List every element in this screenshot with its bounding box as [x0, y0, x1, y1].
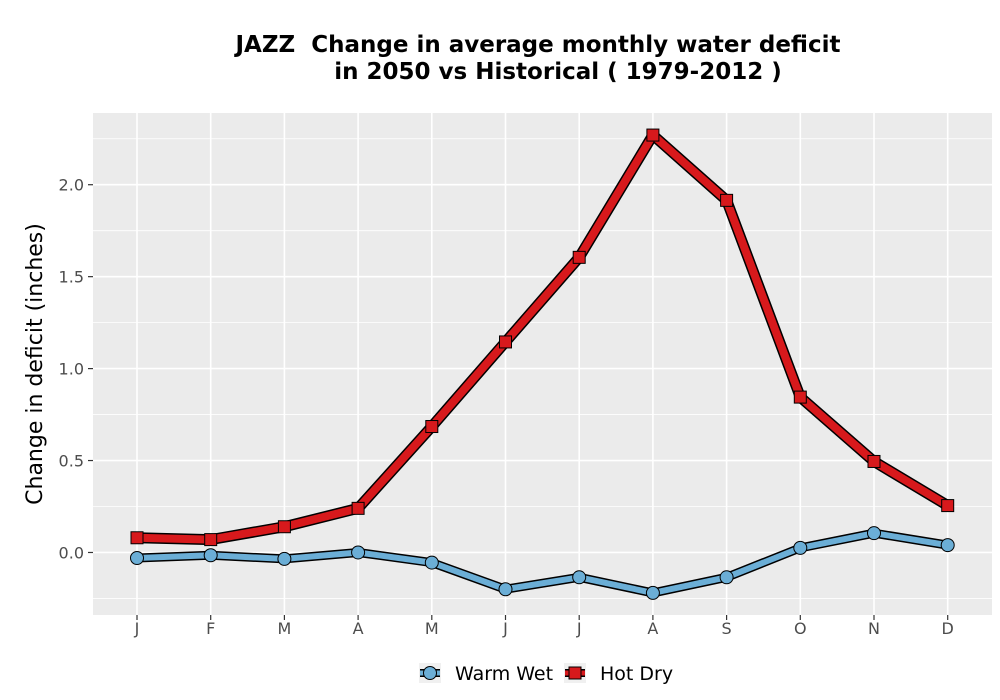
legend-label: Warm Wet — [455, 663, 553, 685]
x-tick-label: A — [353, 619, 364, 638]
legend: Warm Wet Hot Dry — [419, 663, 673, 685]
x-tick-label: J — [134, 619, 140, 638]
data-point — [351, 545, 366, 560]
data-point — [793, 390, 807, 404]
x-tick-label: S — [722, 619, 732, 638]
chart-title-line-1: JAZZ Change in average monthly water def… — [235, 32, 841, 58]
series-line — [136, 530, 949, 596]
y-tick-label: 1.5 — [59, 268, 84, 287]
chart-title-line-2: in 2050 vs Historical ( 1979-2012 ) — [334, 59, 782, 85]
data-point — [277, 520, 291, 534]
minor-gridlines — [93, 138, 992, 599]
data-point — [719, 570, 734, 585]
data-point — [940, 538, 955, 553]
data-point — [572, 570, 587, 585]
x-tick-label: J — [576, 619, 582, 638]
legend-marker — [568, 666, 582, 680]
series-group — [130, 128, 955, 600]
data-point — [941, 499, 955, 513]
data-point — [130, 531, 144, 545]
series-line — [136, 131, 950, 544]
data-point — [277, 551, 292, 566]
data-point — [204, 533, 218, 547]
y-tick-label: 1.0 — [59, 360, 84, 379]
x-tick-label: M — [425, 619, 439, 638]
legend-item: Warm Wet — [419, 663, 553, 685]
data-point — [424, 555, 439, 570]
data-point — [867, 454, 881, 468]
legend-marker — [423, 666, 437, 680]
x-tick-label: M — [277, 619, 291, 638]
x-tick-label: N — [868, 619, 880, 638]
legend-item: Hot Dry — [564, 663, 673, 685]
x-tick-label: A — [647, 619, 658, 638]
y-tick-label: 0.5 — [59, 452, 84, 471]
x-tick-label: F — [206, 619, 215, 638]
data-point — [572, 250, 586, 264]
x-tick-label: D — [942, 619, 954, 638]
x-tick-label: O — [794, 619, 807, 638]
data-point — [499, 335, 512, 349]
data-point — [351, 501, 365, 515]
data-point — [720, 193, 734, 207]
series-hot-dry — [130, 128, 955, 547]
data-point — [425, 420, 439, 434]
data-point — [498, 582, 513, 597]
x-tick-label: J — [502, 619, 508, 638]
data-point — [793, 540, 808, 555]
series-warm-wet — [130, 526, 955, 600]
legend-label: Hot Dry — [600, 663, 673, 685]
data-point — [867, 526, 881, 541]
y-axis: 0.0 0.5 1.0 1.5 2.0 — [59, 176, 93, 562]
y-tick-label: 0.0 — [59, 543, 84, 562]
data-point — [130, 550, 144, 565]
data-point — [203, 548, 218, 563]
y-axis-label: Change in deficit (inches) — [23, 223, 48, 505]
data-point — [645, 585, 660, 600]
y-tick-label: 2.0 — [59, 176, 84, 195]
data-point — [646, 128, 660, 142]
